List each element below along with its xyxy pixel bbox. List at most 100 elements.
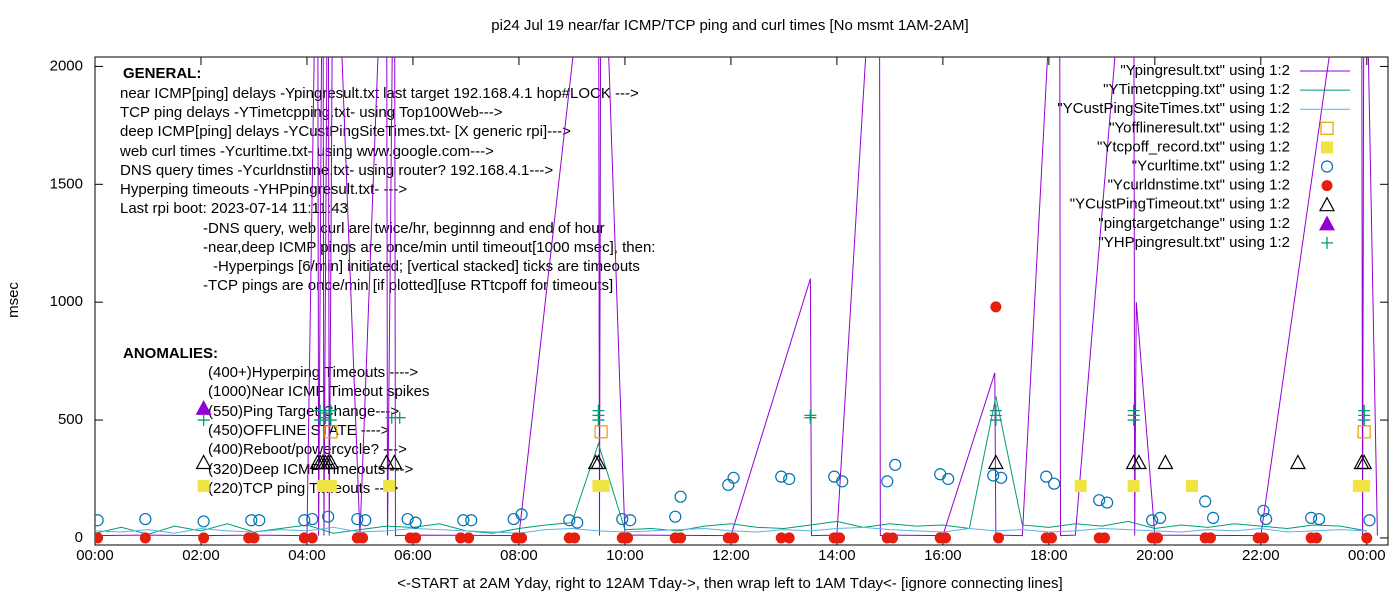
legend-swatch [1321, 180, 1333, 192]
chart-title: pi24 Jul 19 near/far ICMP/TCP ping and c… [491, 17, 968, 34]
y-axis-label: msec [5, 282, 22, 318]
annotation: (550)Ping Target Change---> [208, 403, 399, 420]
y-tick-label: 1500 [50, 175, 83, 192]
point [563, 514, 576, 527]
point [197, 515, 210, 528]
x-tick-label: 00:00 [76, 547, 114, 564]
point [306, 532, 318, 544]
point [319, 406, 332, 419]
point [1074, 480, 1087, 493]
point [622, 532, 634, 544]
point [783, 532, 795, 544]
point [1154, 511, 1167, 524]
point [828, 470, 841, 483]
point [1046, 532, 1058, 544]
point [1305, 511, 1318, 524]
point [139, 532, 151, 544]
point [1151, 532, 1163, 544]
x-tick-label: 22:00 [1242, 547, 1280, 564]
x-tick-label: 04:00 [288, 547, 326, 564]
annotation: -DNS query, web curl are twice/hr, begin… [203, 220, 605, 237]
annotation: GENERAL: [123, 65, 201, 82]
point [889, 458, 902, 471]
point [987, 454, 1004, 470]
point [463, 532, 475, 544]
point [455, 532, 467, 544]
point [1361, 532, 1373, 544]
point [942, 472, 955, 486]
annotation: TCP ping delays -YTimetcpping.txt- using… [120, 104, 503, 121]
point [1353, 454, 1370, 470]
point [298, 514, 311, 527]
point [1157, 454, 1174, 470]
x-tick-label: 10:00 [606, 547, 644, 564]
point [198, 532, 210, 544]
point [834, 532, 846, 544]
annotation: (220)TCP ping Timeouts ---> [208, 480, 398, 497]
point [1310, 532, 1322, 544]
x-tick-label: 14:00 [818, 547, 856, 564]
point [1040, 470, 1053, 483]
point [95, 514, 104, 527]
point [298, 532, 310, 544]
point [571, 516, 584, 529]
legend-label: "Ytcpoff_record.txt" using 1:2 [1097, 138, 1290, 155]
point [569, 532, 581, 544]
point [1127, 404, 1140, 417]
point [783, 472, 796, 486]
point [1199, 495, 1212, 508]
x-tick-label: 18:00 [1030, 547, 1068, 564]
legend-label: "pingtargetchange" using 1:2 [1098, 215, 1290, 232]
point [322, 454, 339, 470]
annotation: deep ICMP[ping] delays -YCustPingSiteTim… [120, 123, 571, 140]
point [1363, 514, 1376, 527]
point [887, 532, 899, 544]
legend-label: "YCustPingSiteTimes.txt" using 1:2 [1057, 100, 1290, 117]
point [383, 480, 396, 493]
point [351, 512, 364, 526]
point [245, 514, 258, 527]
y-tick-label: 0 [75, 529, 83, 546]
annotation: near ICMP[ping] delays -Ypingresult.txt … [120, 85, 639, 102]
point [516, 532, 528, 544]
point [597, 480, 610, 493]
point [378, 454, 395, 470]
annotation: -Hyperpings [6/min] initiated; [vertical… [213, 258, 640, 275]
point [616, 512, 629, 526]
point [1146, 514, 1159, 527]
point [359, 514, 372, 527]
point [1257, 504, 1270, 517]
point [314, 404, 327, 417]
x-tick-label: 02:00 [182, 547, 220, 564]
point [1260, 512, 1273, 526]
point [1185, 480, 1198, 493]
point [322, 510, 335, 523]
annotation: ANOMALIES: [123, 345, 218, 362]
point [401, 512, 414, 526]
annotation: (450)OFFLINE STATE ----> [208, 422, 390, 439]
point [940, 532, 952, 544]
point [987, 469, 1000, 482]
point [989, 404, 1002, 417]
legend-label: "YHPpingresult.txt" using 1:2 [1098, 234, 1290, 251]
point [934, 468, 947, 481]
point [675, 532, 687, 544]
point [465, 514, 478, 527]
point [357, 532, 369, 544]
legend-label: "YCustPingTimeout.txt" using 1:2 [1070, 196, 1290, 213]
legend-label: "YTimetcpping.txt" using 1:2 [1103, 81, 1290, 98]
annotation: Last rpi boot: 2023-07-14 11:11:43 [120, 200, 348, 217]
point [95, 532, 104, 544]
point [248, 532, 260, 544]
x-tick-label: 06:00 [394, 547, 432, 564]
legend-swatch [1321, 141, 1333, 154]
annotation: (400)Reboot/powercycle? ---> [208, 441, 407, 458]
point [253, 514, 266, 527]
point [1313, 512, 1326, 526]
point [669, 510, 682, 523]
point [197, 414, 210, 427]
point [386, 454, 403, 470]
legend-swatch [1318, 215, 1336, 231]
legend-swatch [1320, 121, 1334, 135]
